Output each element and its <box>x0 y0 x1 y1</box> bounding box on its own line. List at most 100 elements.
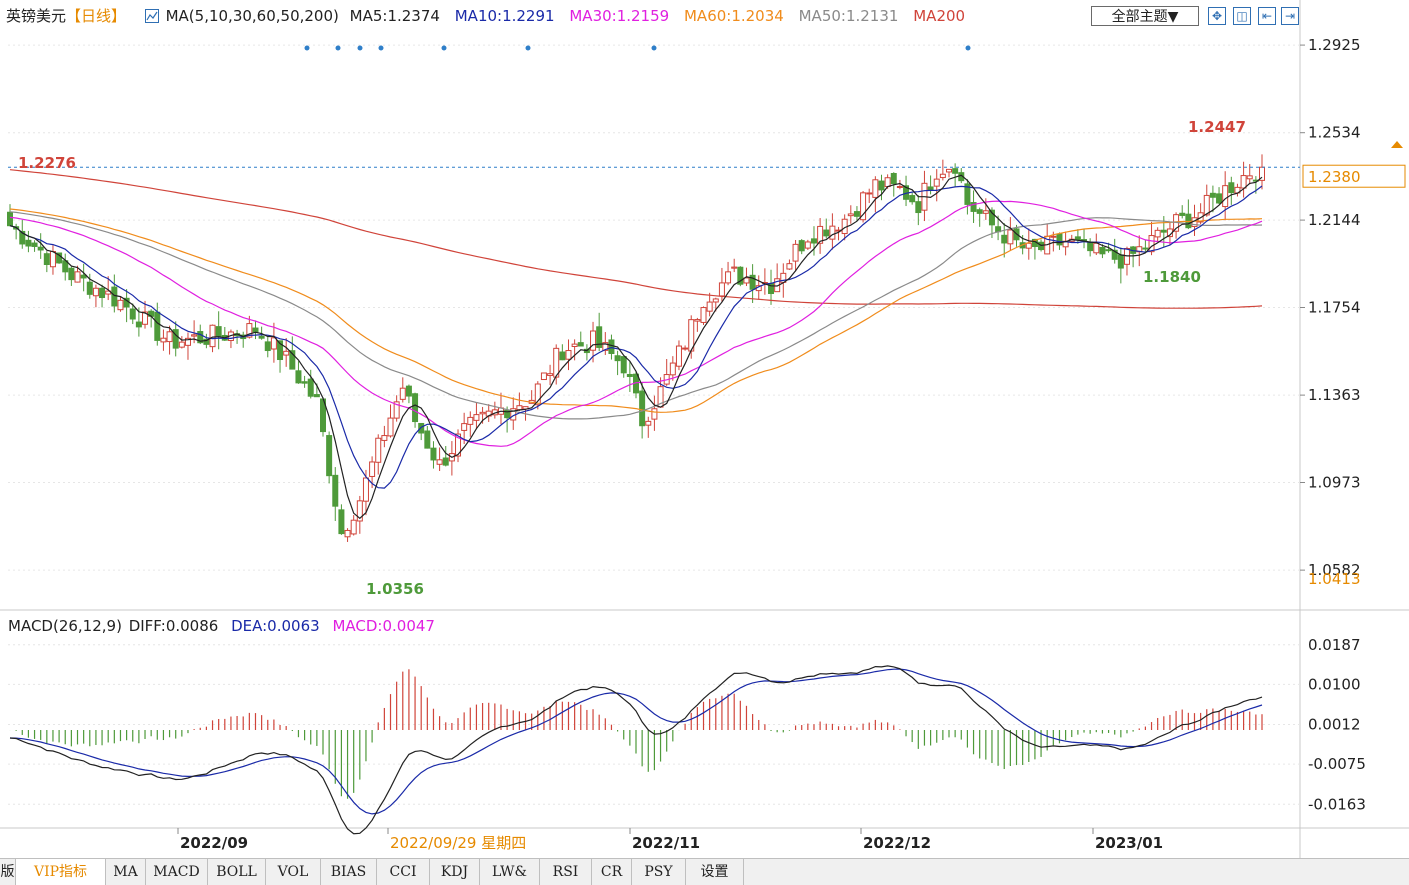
candle-body <box>289 350 296 370</box>
macd-params: MACD(26,12,9) <box>8 617 122 635</box>
candle-body <box>25 239 32 247</box>
tab-macd[interactable]: MACD <box>146 859 208 885</box>
candle-body <box>277 340 284 361</box>
candle-body <box>461 423 468 431</box>
tab-kdj[interactable]: KDJ <box>430 859 480 885</box>
candle-body <box>1240 175 1247 189</box>
ma-indicator-icon[interactable] <box>144 9 159 23</box>
candle-body <box>1111 249 1118 260</box>
candle-body <box>350 519 357 535</box>
candle-body <box>7 211 13 227</box>
low-price-label: 1.0356 <box>366 580 424 598</box>
tab-cr[interactable]: CR <box>592 859 632 885</box>
candle-body <box>718 282 725 297</box>
candle-body <box>988 209 995 226</box>
signal-dot <box>335 45 341 51</box>
candle-body <box>1179 212 1186 216</box>
candle-body <box>332 474 339 507</box>
ma5-value: MA5:1.2374 <box>349 7 440 25</box>
candle-body <box>37 246 44 251</box>
candle-body <box>1074 236 1081 241</box>
candle-body <box>313 394 320 398</box>
step-right-icon[interactable]: ⇥ <box>1281 7 1299 25</box>
macd-histogram <box>9 669 1263 799</box>
price-tick-label: 1.1363 <box>1308 386 1361 404</box>
candle-body <box>1025 242 1032 249</box>
candle-body <box>258 335 265 339</box>
candle-body <box>749 274 756 290</box>
candle-body <box>817 225 824 244</box>
candle-body <box>369 461 376 477</box>
step-left-icon[interactable]: ⇤ <box>1258 7 1276 25</box>
tab-rsi[interactable]: RSI <box>540 859 592 885</box>
ma60-value: MA60:1.2034 <box>683 7 784 25</box>
chart-canvas[interactable]: 1.2925 1.2534 1.2144 1.1754 1.1363 1.0973 1.05… <box>0 0 1409 858</box>
candle-body <box>823 229 830 237</box>
candle-body <box>264 341 271 352</box>
split-view-icon[interactable]: ◫ <box>1233 7 1251 25</box>
candle-body <box>596 326 603 348</box>
current-price-box <box>1302 164 1406 188</box>
date-label: 2023/01 <box>1095 834 1163 852</box>
candle-body <box>160 337 167 343</box>
macd-tick-label: 0.0187 <box>1308 636 1361 654</box>
candle-body <box>381 435 388 441</box>
period-label[interactable]: 【日线】 <box>66 7 127 25</box>
macd-tick-label: 0.0012 <box>1308 716 1361 734</box>
candle-body <box>946 168 952 173</box>
candle-body <box>1216 193 1223 204</box>
tab-lw[interactable]: LW& <box>480 859 540 885</box>
candle-body <box>99 287 106 299</box>
tab-boll[interactable]: BOLL <box>208 859 266 885</box>
candle-body <box>295 370 302 384</box>
ma-params: MA(5,10,30,60,50,200) <box>165 7 339 25</box>
candle-body <box>178 341 185 348</box>
tab-vip-indicator[interactable]: VIP指标 <box>16 859 106 885</box>
candle-body <box>571 343 578 347</box>
candle-body <box>516 405 523 411</box>
candle-body <box>577 342 584 347</box>
tab-cci[interactable]: CCI <box>377 859 430 885</box>
candle-body <box>356 500 363 522</box>
price-tick-label: 1.0582 <box>1308 561 1361 579</box>
candle-body <box>786 263 793 270</box>
candle-body <box>56 252 63 264</box>
candle-body <box>209 324 216 348</box>
candle-body <box>1087 241 1094 252</box>
ma60-line <box>9 208 1263 413</box>
candle-body <box>92 287 99 297</box>
tab-bias[interactable]: BIAS <box>321 859 377 885</box>
ma10-value: MA10:1.2291 <box>454 7 555 25</box>
candle-body <box>473 414 480 421</box>
tab-ban[interactable]: 版 <box>0 859 16 885</box>
tab-settings[interactable]: 设置 <box>686 859 744 885</box>
candle-body <box>203 338 210 345</box>
signal-dot <box>651 45 657 51</box>
tab-ma[interactable]: MA <box>106 859 146 885</box>
theme-select-button[interactable]: 全部主题▼ <box>1091 6 1199 26</box>
candle-body <box>540 372 547 381</box>
current-price-label: 1.2380 <box>1308 168 1361 186</box>
candle-body <box>399 387 406 400</box>
candle-body <box>74 271 81 283</box>
symbol-name: 英镑美元 <box>6 7 67 25</box>
candle-body <box>559 351 566 361</box>
price-tick-label: 1.2534 <box>1308 124 1361 142</box>
candle-body <box>326 435 333 477</box>
signal-dot <box>441 45 447 51</box>
candle-body <box>338 509 345 535</box>
crosshair-icon[interactable]: ✥ <box>1208 7 1226 25</box>
ma50-line <box>9 211 1263 420</box>
diff-line <box>9 665 1263 835</box>
candle-body <box>639 390 646 427</box>
tab-vol[interactable]: VOL <box>266 859 321 885</box>
ma30-value: MA30:1.2159 <box>569 7 670 25</box>
tab-psy[interactable]: PSY <box>632 859 686 885</box>
candle-body <box>743 277 750 284</box>
candle-body <box>1001 234 1008 244</box>
candle-body <box>810 238 817 244</box>
candle-body <box>964 183 971 205</box>
candle-body <box>878 180 885 191</box>
candle-body <box>166 331 173 343</box>
candle-body <box>1105 249 1112 252</box>
